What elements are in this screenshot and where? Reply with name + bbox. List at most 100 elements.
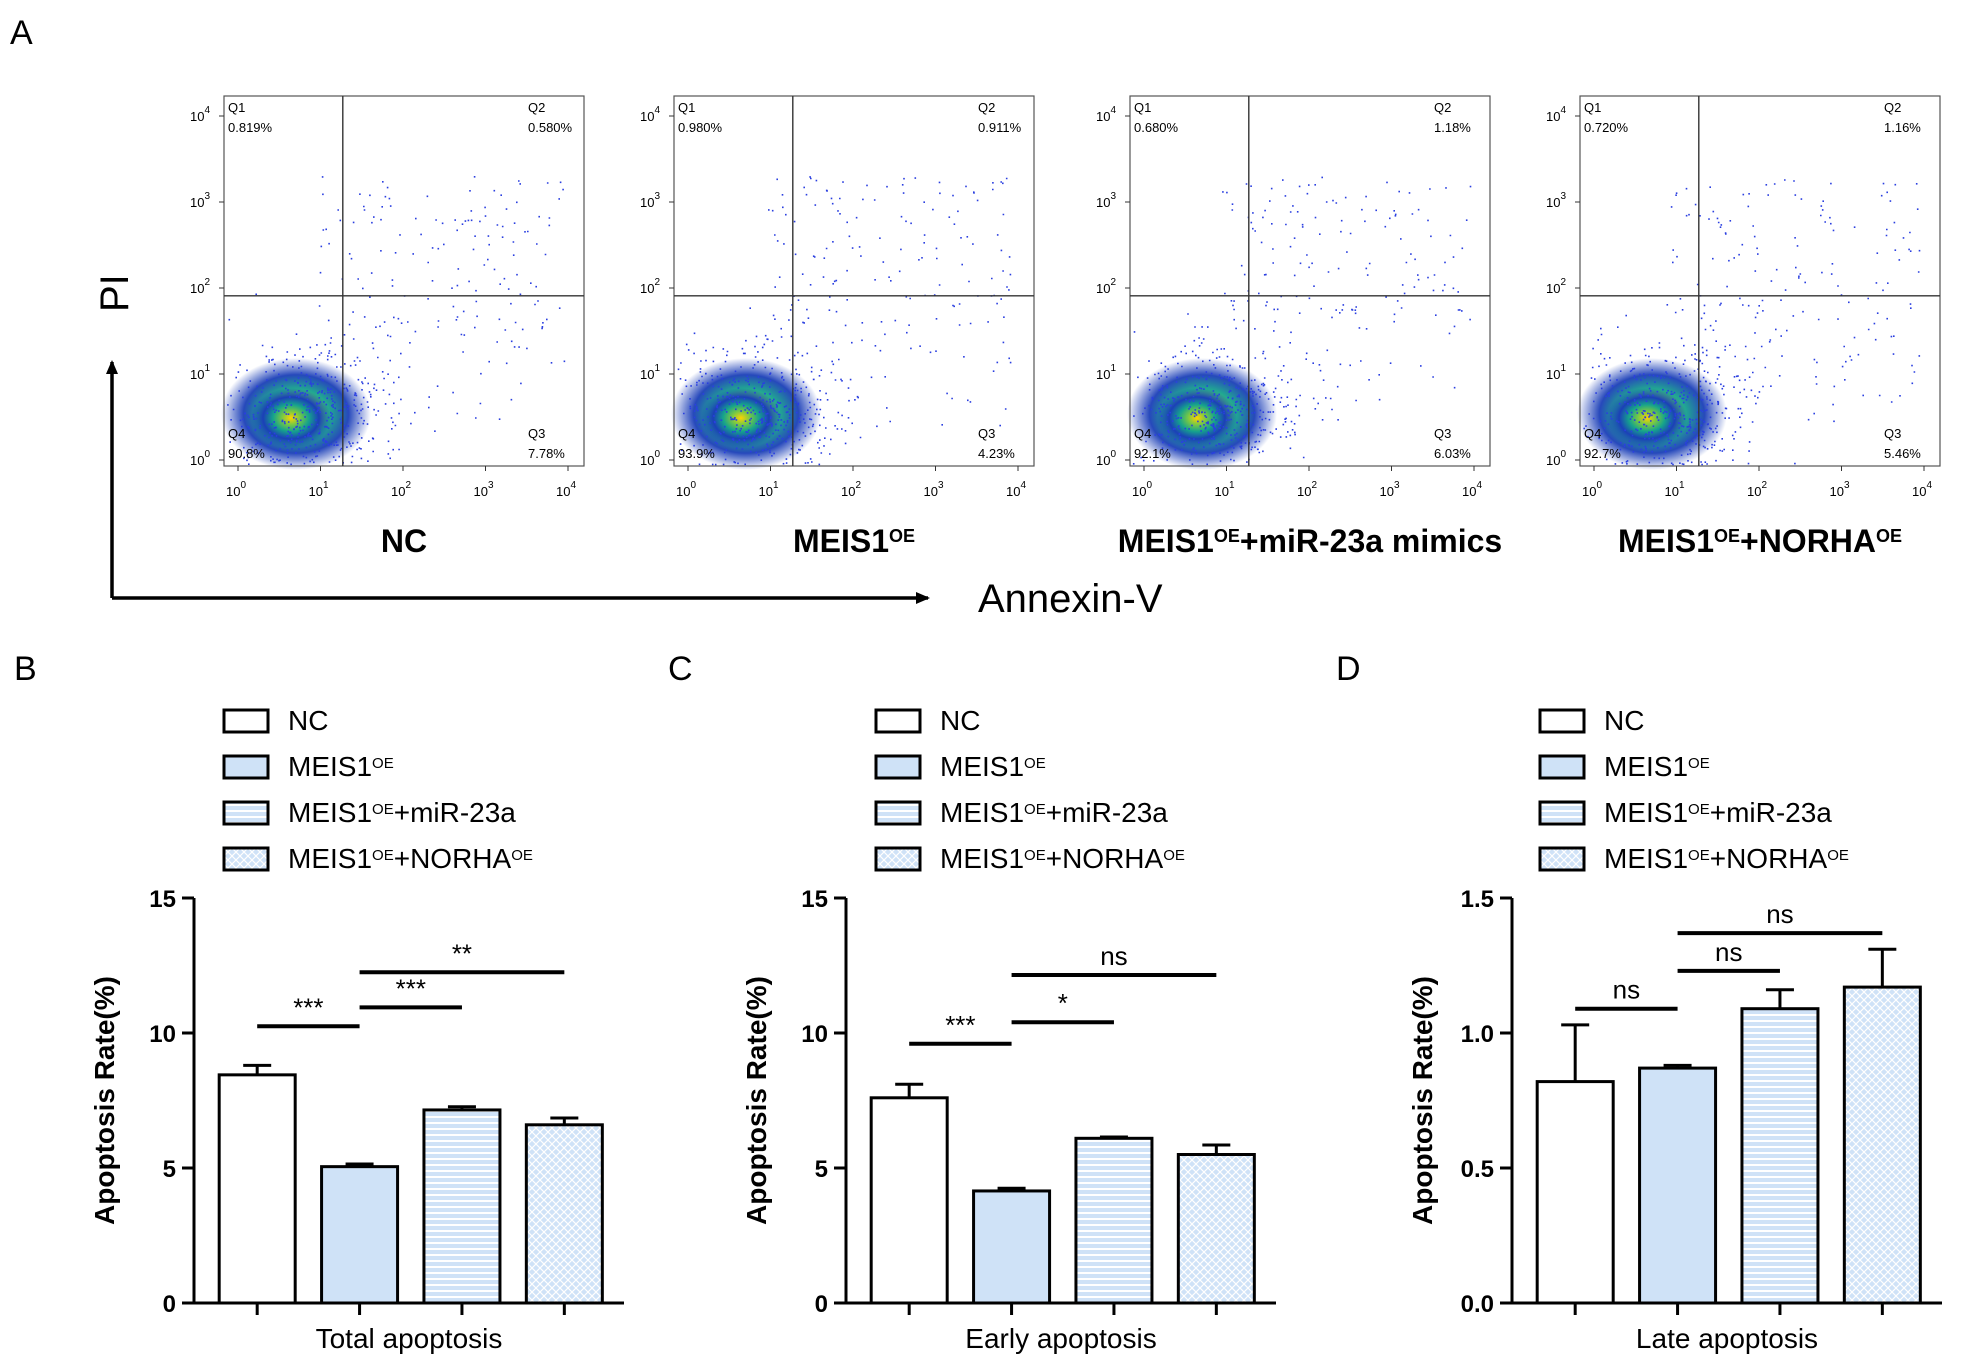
tick-base: 10 (556, 484, 570, 499)
plot-frame (1579, 95, 1941, 467)
flow-group-label-sup: OE (1214, 526, 1240, 546)
significance-label: ** (452, 938, 472, 968)
legend-label-tail: +NORHA (1710, 843, 1828, 874)
legend-label-main: MEIS1 (940, 843, 1024, 874)
y-tick-label: 1.0 (1461, 1021, 1494, 1048)
tick-exponent: 2 (1761, 480, 1767, 491)
quadrant-name-q1: Q1 (678, 100, 695, 115)
y-tick-label: 1.5 (1461, 886, 1494, 913)
legend-label: MEIS1OE (288, 751, 394, 782)
panel-label-a: A (10, 14, 33, 52)
significance-label: ns (1715, 937, 1742, 967)
tick-base: 10 (1297, 484, 1311, 499)
legend-swatch (874, 708, 922, 734)
tick-base: 10 (190, 195, 204, 210)
legend-label-sup: OE (1024, 847, 1046, 864)
flow-group-label: MEIS1OE+NORHAOE (1618, 523, 1902, 559)
x-tick-label: 102 (391, 480, 411, 499)
legend-swatch (1538, 708, 1586, 734)
y-tick-label: 10 (149, 1021, 176, 1048)
tick-exponent: 0 (1596, 480, 1602, 491)
tick-exponent: 4 (204, 105, 210, 116)
legend-label-main: MEIS1 (940, 797, 1024, 828)
tick-exponent: 2 (1110, 277, 1116, 288)
x-tick-label: 103 (924, 480, 944, 499)
x-axis-label: Early apoptosis (965, 1323, 1156, 1354)
y-tick-label: 0.5 (1461, 1156, 1494, 1183)
tick-base: 10 (924, 484, 938, 499)
tick-exponent: 4 (1560, 105, 1566, 116)
tick-exponent: 1 (323, 480, 329, 491)
plot-frame (1129, 95, 1491, 467)
x-tick-label: 104 (556, 480, 576, 499)
y-tick-label: 102 (190, 277, 210, 296)
tick-base: 10 (640, 281, 654, 296)
tick-exponent: 3 (488, 480, 494, 491)
tick-base: 10 (1096, 109, 1110, 124)
tick-base: 10 (1546, 281, 1560, 296)
legend-label-main: MEIS1 (1604, 843, 1688, 874)
plot-frame (223, 95, 585, 467)
quadrant-name-q4: Q4 (1134, 426, 1151, 441)
x-tick-label: 102 (841, 480, 861, 499)
bar-1 (1535, 1080, 1615, 1305)
tick-base: 10 (190, 453, 204, 468)
density-core (1157, 388, 1237, 448)
tick-base: 10 (226, 484, 240, 499)
quadrant-value-q2: 0.580% (528, 120, 573, 135)
tick-exponent: 3 (1394, 480, 1400, 491)
legend-label-tail: +NORHA (1046, 843, 1164, 874)
tick-base: 10 (676, 484, 690, 499)
flow-group-label-sup: OE (1714, 526, 1740, 546)
legends: NCMEIS1OEMEIS1OE+miR-23aMEIS1OE+NORHAOEN… (222, 705, 1849, 874)
density-core (1607, 388, 1687, 448)
tick-base: 10 (1380, 484, 1394, 499)
tick-exponent: 2 (855, 480, 861, 491)
quadrant-value-q3: 5.46% (1884, 446, 1921, 461)
legend-label: NC (940, 705, 980, 736)
legend-swatch (222, 846, 270, 872)
tick-base: 10 (190, 281, 204, 296)
tick-base: 10 (1912, 484, 1926, 499)
legend-swatch (1538, 800, 1586, 826)
legend-label-sup2: OE (511, 847, 533, 864)
flow-group-label-tail: +miR-23a mimics (1240, 523, 1502, 559)
tick-exponent: 3 (1110, 191, 1116, 202)
y-tick-label: 103 (1546, 191, 1566, 210)
y-tick-label: 0.0 (1461, 1291, 1494, 1318)
legend-label: NC (288, 705, 328, 736)
x-axis-label: Total apoptosis (316, 1323, 503, 1354)
x-tick-label: 101 (309, 480, 329, 499)
bar-1 (869, 1096, 949, 1305)
legend-label-main: MEIS1 (1604, 797, 1688, 828)
flow-group-label: MEIS1OE+miR-23a mimics (1118, 523, 1502, 559)
tick-exponent: 0 (240, 480, 246, 491)
tick-exponent: 2 (1560, 277, 1566, 288)
legend-label-sup2: OE (1827, 847, 1849, 864)
tick-base: 10 (1546, 195, 1560, 210)
quadrant-name-q3: Q3 (978, 426, 995, 441)
legend-label: MEIS1OE+miR-23a (940, 797, 1168, 828)
quadrant-value-q2: 1.18% (1434, 120, 1471, 135)
legend-label-tail: +miR-23a (1046, 797, 1169, 828)
legend-label-sup2: OE (1163, 847, 1185, 864)
tick-exponent: 0 (654, 449, 660, 460)
y-tick-label: 104 (640, 105, 660, 124)
legend-swatch (874, 800, 922, 826)
tick-base: 10 (1096, 281, 1110, 296)
flow-group-label: MEIS1OE (793, 523, 915, 559)
legend-label-main: MEIS1 (288, 843, 372, 874)
bar-3 (1074, 1136, 1154, 1305)
bar-4 (1176, 1153, 1256, 1305)
significance-label: *** (396, 973, 426, 1003)
legend-label-sup: OE (1688, 801, 1710, 818)
plot-frame (673, 95, 1035, 467)
tick-base: 10 (1747, 484, 1761, 499)
x-tick-label: 103 (474, 480, 494, 499)
y-tick-label: 101 (1096, 363, 1116, 382)
tick-base: 10 (841, 484, 855, 499)
y-tick-label: 103 (1096, 191, 1116, 210)
legend-swatch (874, 846, 922, 872)
